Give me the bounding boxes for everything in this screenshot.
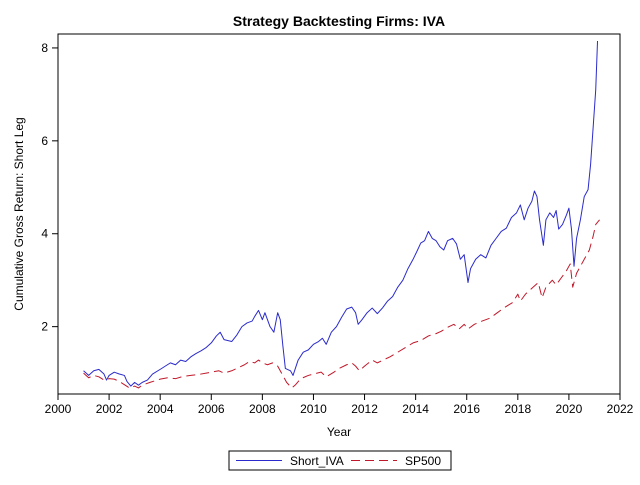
x-tick-label: 2020 bbox=[556, 402, 583, 416]
x-tick-label: 2014 bbox=[402, 402, 429, 416]
plot-area bbox=[57, 33, 621, 395]
x-tick-label: 2012 bbox=[351, 402, 378, 416]
x-tick-label: 2000 bbox=[45, 402, 72, 416]
series-line-short-iva bbox=[83, 40, 599, 387]
legend-label-sp500: SP500 bbox=[405, 454, 441, 468]
chart-title: Strategy Backtesting Firms: IVA bbox=[233, 13, 445, 29]
series-layer bbox=[83, 40, 600, 389]
x-axis: 2000 2002 2004 2006 2008 2010 2012 2014 2016 2018… bbox=[45, 394, 634, 416]
y-axis-label: Cumulative Gross Return: Short Leg bbox=[12, 117, 26, 310]
y-tick-label: 4 bbox=[41, 227, 48, 241]
legend-box bbox=[228, 450, 452, 471]
x-tick-label: 2002 bbox=[96, 402, 123, 416]
x-axis-label: Year bbox=[327, 425, 351, 439]
x-tick-label: 2008 bbox=[249, 402, 276, 416]
y-tick-label: 8 bbox=[41, 41, 48, 55]
x-tick-label: 2010 bbox=[300, 402, 327, 416]
y-tick-label: 2 bbox=[41, 320, 48, 334]
x-tick-label: 2006 bbox=[198, 402, 225, 416]
x-tick-label: 2022 bbox=[607, 402, 634, 416]
legend-label-short-iva: Short_IVA bbox=[290, 454, 344, 468]
y-tick-label: 6 bbox=[41, 134, 48, 148]
y-axis: 2 4 6 8 bbox=[41, 41, 58, 334]
x-tick-label: 2004 bbox=[147, 402, 174, 416]
legend: Short_IVA SP500 bbox=[228, 450, 452, 471]
x-tick-label: 2018 bbox=[504, 402, 531, 416]
x-tick-label: 2016 bbox=[453, 402, 480, 416]
